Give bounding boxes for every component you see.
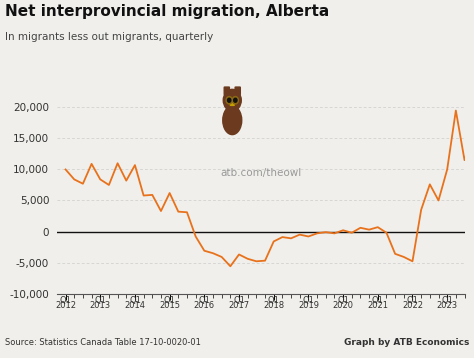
Text: Q1: Q1	[441, 296, 453, 305]
Text: atb.com/theowl: atb.com/theowl	[220, 168, 301, 178]
FancyBboxPatch shape	[235, 87, 240, 95]
Text: Q1: Q1	[337, 296, 349, 305]
Text: Q1: Q1	[199, 296, 210, 305]
Text: 2022: 2022	[402, 301, 423, 310]
Text: 2020: 2020	[333, 301, 354, 310]
Text: 2017: 2017	[228, 301, 250, 310]
Text: Q1: Q1	[372, 296, 384, 305]
Ellipse shape	[223, 106, 242, 135]
Text: 2023: 2023	[437, 301, 458, 310]
Text: Q1: Q1	[164, 296, 175, 305]
Circle shape	[228, 98, 231, 102]
Text: Q1: Q1	[302, 296, 314, 305]
Text: Q1: Q1	[60, 296, 72, 305]
Text: 2019: 2019	[298, 301, 319, 310]
Circle shape	[223, 90, 241, 111]
Circle shape	[234, 98, 237, 102]
Text: Q1: Q1	[129, 296, 141, 305]
FancyBboxPatch shape	[224, 87, 229, 95]
Text: In migrants less out migrants, quarterly: In migrants less out migrants, quarterly	[5, 32, 213, 42]
Text: 2012: 2012	[55, 301, 76, 310]
Text: 2013: 2013	[90, 301, 111, 310]
Text: Net interprovincial migration, Alberta: Net interprovincial migration, Alberta	[5, 4, 329, 19]
Text: Q1: Q1	[268, 296, 280, 305]
Circle shape	[232, 97, 238, 104]
Circle shape	[226, 97, 232, 104]
Text: Graph by ATB Economics: Graph by ATB Economics	[344, 338, 469, 347]
Text: 2021: 2021	[367, 301, 388, 310]
Text: 2016: 2016	[194, 301, 215, 310]
Text: Q1: Q1	[94, 296, 106, 305]
FancyBboxPatch shape	[230, 102, 234, 105]
Text: 2018: 2018	[263, 301, 284, 310]
Text: 2014: 2014	[125, 301, 146, 310]
Text: 2015: 2015	[159, 301, 180, 310]
Text: Q1: Q1	[233, 296, 245, 305]
Text: Q1: Q1	[407, 296, 419, 305]
Text: Source: Statistics Canada Table 17-10-0020-01: Source: Statistics Canada Table 17-10-00…	[5, 338, 201, 347]
